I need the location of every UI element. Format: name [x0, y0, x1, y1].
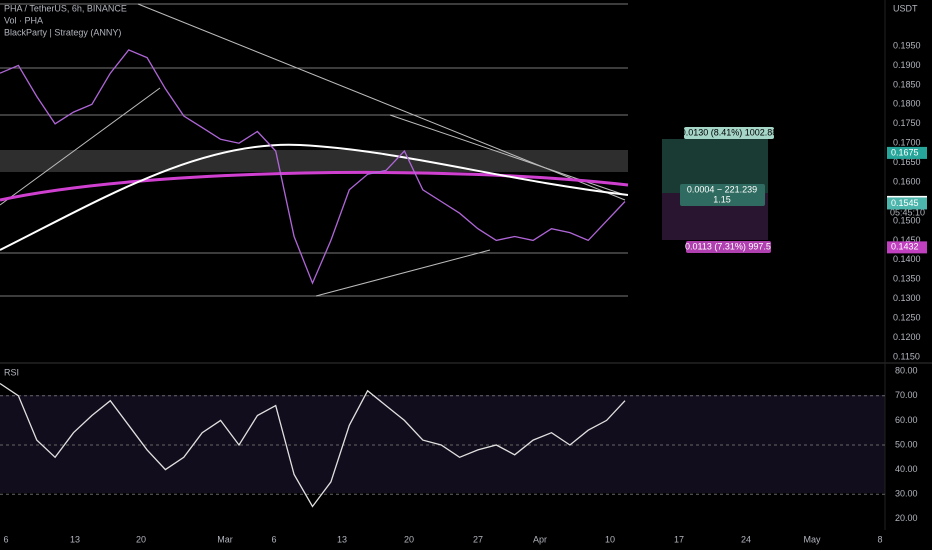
rsi-tick: 70.00	[895, 390, 918, 400]
entry-label: 0.0004 − 221.239	[687, 184, 757, 194]
date-label: 10	[605, 534, 615, 544]
date-label: 17	[674, 534, 684, 544]
ma-long	[0, 170, 629, 202]
badge-label: 0.1675	[891, 147, 919, 157]
price-tick: 0.1800	[893, 99, 921, 109]
rsi-tick: 80.00	[895, 366, 918, 376]
price-tick: 0.1300	[893, 293, 921, 303]
date-label: May	[803, 534, 821, 544]
target-label: 0.0130 (8.41%) 1002.88	[681, 127, 778, 137]
strategy-title: BlackParty | Strategy (ANNY)	[4, 27, 121, 37]
price-tick: 0.1750	[893, 118, 921, 128]
date-label: Mar	[217, 534, 233, 544]
currency: USDT	[893, 3, 918, 13]
price-tick: 0.1650	[893, 157, 921, 167]
rsi-line	[0, 382, 626, 508]
badge-timer: 05:45:10	[890, 207, 925, 217]
date-label: 8	[877, 534, 882, 544]
price-tick: 0.1950	[893, 40, 921, 50]
levels	[0, 3, 628, 297]
resistance-zone	[0, 150, 628, 172]
rsi-tick: 30.00	[895, 489, 918, 499]
rsi-tick: 60.00	[895, 415, 918, 425]
price-line	[0, 49, 626, 285]
badge-label: 0.1432	[891, 242, 919, 252]
rsi-title: RSI	[4, 367, 19, 377]
stop-label-bg	[686, 241, 771, 253]
price-tick: 0.1350	[893, 274, 921, 284]
price-tick: 0.1700	[893, 138, 921, 148]
price-tick: 0.1450	[893, 235, 921, 245]
date-label: 13	[70, 534, 80, 544]
rsi-tick: 40.00	[895, 464, 918, 474]
price-tick: 0.1200	[893, 332, 921, 342]
price-tick: 0.1900	[893, 60, 921, 70]
price-tick: 0.1850	[893, 79, 921, 89]
stop-label: 0.0113 (7.31%) 997.5	[685, 241, 771, 251]
date-label: 20	[404, 534, 414, 544]
price-badge	[887, 146, 927, 159]
rsi-band	[0, 395, 885, 493]
ma-white	[0, 143, 629, 251]
date-label: 20	[136, 534, 146, 544]
date-label: 24	[741, 534, 751, 544]
date-label: 27	[473, 534, 483, 544]
badge-label: 0.1545	[891, 198, 919, 208]
date-label: 6	[271, 534, 276, 544]
price-badge	[887, 241, 927, 254]
date-label: 6	[3, 534, 8, 544]
ratio-label: 1.15	[713, 194, 731, 204]
entry-label-bg	[680, 184, 765, 206]
price-tick: 0.1500	[893, 215, 921, 225]
rsi-tick: 20.00	[895, 513, 918, 523]
price-badge	[887, 197, 927, 210]
target-label-bg	[684, 127, 774, 139]
symbol: PHA / TetherUS, 6h, BINANCE	[4, 3, 127, 13]
price-tick: 0.1150	[893, 351, 920, 361]
price-tick: 0.1400	[893, 254, 921, 264]
volume-title: Vol · PHA	[4, 15, 43, 25]
date-label: 13	[337, 534, 347, 544]
price-tick: 0.1250	[893, 313, 921, 323]
date-label: Apr	[533, 534, 547, 544]
rsi-tick: 50.00	[895, 439, 918, 449]
price-tick: 0.1600	[893, 176, 921, 186]
